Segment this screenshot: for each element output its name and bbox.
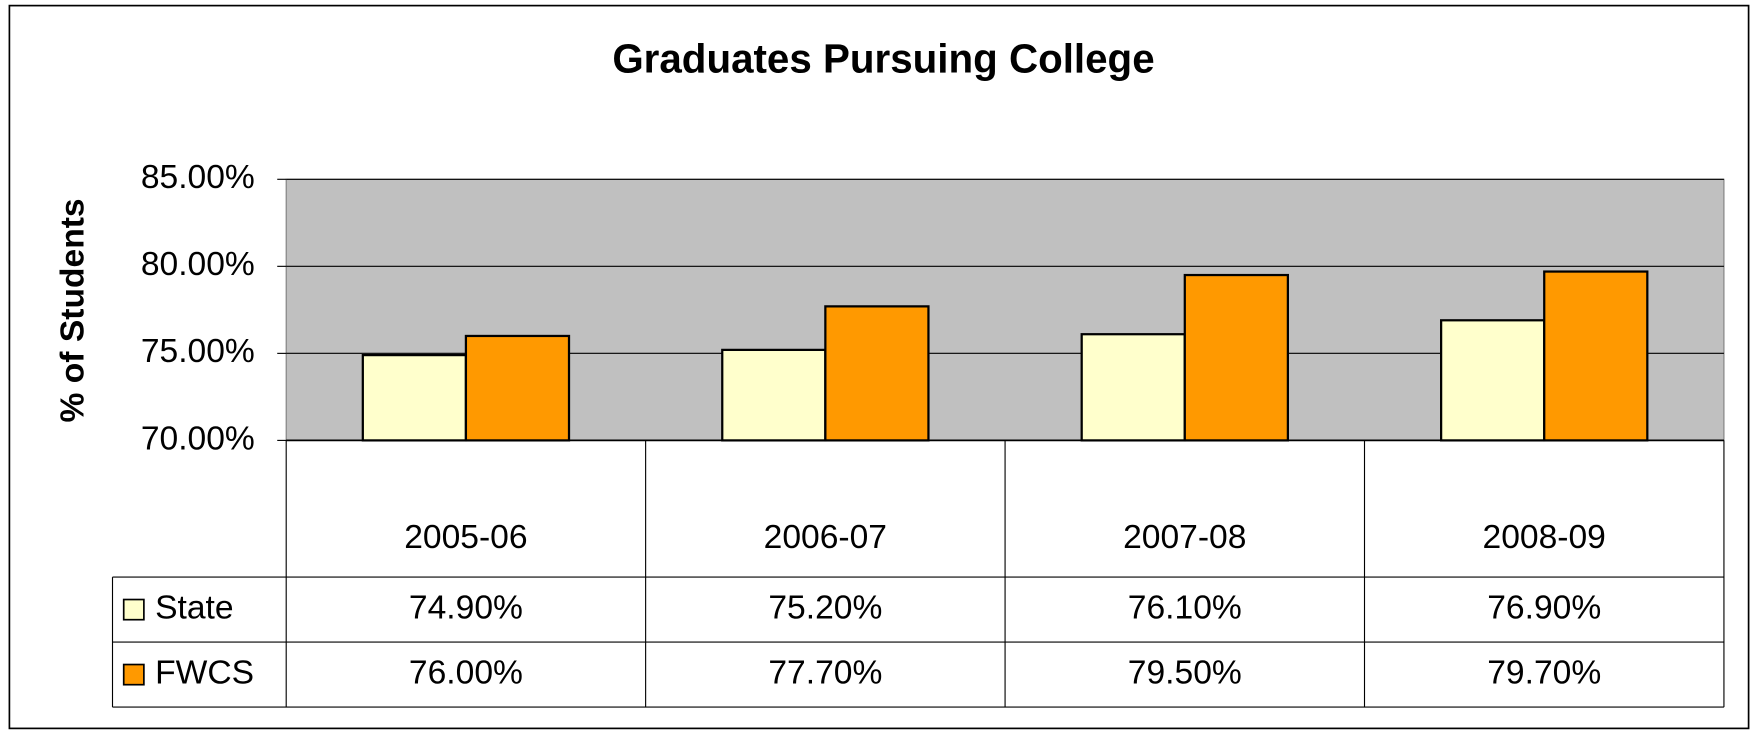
chart-title: Graduates Pursuing College <box>612 35 1154 81</box>
x-tick-label: 2008-09 <box>1483 519 1606 556</box>
y-tick-label: 85.00% <box>141 159 255 196</box>
bar <box>464 334 571 442</box>
value-label: 76.90% <box>1487 589 1601 626</box>
bar <box>1080 333 1186 442</box>
value-label: 75.20% <box>768 589 882 626</box>
value-label: 79.70% <box>1487 654 1601 691</box>
x-tick-label: 2007-08 <box>1123 519 1246 556</box>
value-label: 76.00% <box>409 654 523 691</box>
y-tick-label: 75.00% <box>141 333 255 370</box>
bar <box>824 305 930 442</box>
y-tick-label: 80.00% <box>141 246 255 283</box>
bar <box>721 348 827 442</box>
value-label: 74.90% <box>409 589 523 626</box>
bar <box>1543 270 1649 442</box>
bar <box>1183 273 1290 442</box>
y-tick-label: 70.00% <box>141 420 255 457</box>
legend-swatch <box>122 663 145 686</box>
bar <box>361 353 468 442</box>
y-axis-label: % of Students <box>54 198 91 422</box>
value-label: 76.10% <box>1128 589 1242 626</box>
legend-label: State <box>155 589 233 626</box>
value-label: 79.50% <box>1128 654 1242 691</box>
legend-swatch <box>122 598 145 621</box>
x-tick-label: 2006-07 <box>764 519 887 556</box>
bar <box>1440 319 1546 442</box>
x-tick-label: 2005-06 <box>404 519 527 556</box>
legend-label: FWCS <box>155 654 254 691</box>
value-label: 77.70% <box>768 654 882 691</box>
